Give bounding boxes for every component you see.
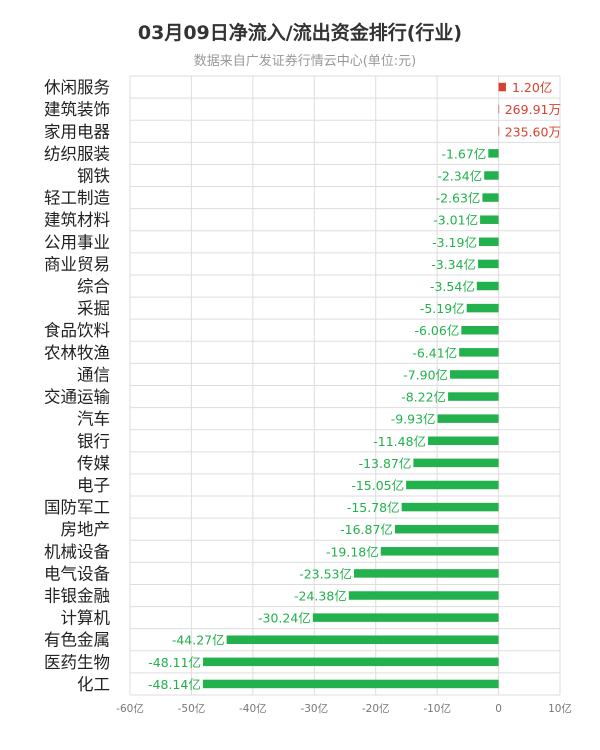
- bar: [476, 281, 499, 291]
- x-tick-label: -30亿: [300, 702, 328, 715]
- category-label: 有色金属: [44, 631, 110, 650]
- bar: [480, 215, 499, 224]
- data-label: -6.41亿: [412, 345, 457, 360]
- data-label: -30.24亿: [258, 611, 311, 626]
- bar: [478, 237, 499, 247]
- data-label: -7.90亿: [403, 367, 448, 382]
- data-label: -16.87亿: [340, 522, 393, 537]
- category-label: 传媒: [77, 454, 111, 473]
- x-tick-label: -40亿: [239, 702, 267, 715]
- bar: [450, 370, 499, 379]
- data-label: -48.11亿: [148, 655, 201, 670]
- category-label: 休闲服务: [44, 78, 110, 97]
- category-label: 商业贸易: [44, 255, 110, 274]
- data-label: -44.27亿: [172, 633, 225, 648]
- bar: [459, 348, 499, 357]
- data-label: 1.20亿: [512, 80, 552, 95]
- bar: [354, 569, 499, 578]
- category-label: 建筑材料: [44, 211, 110, 230]
- bar: [348, 591, 499, 600]
- data-label: -23.53亿: [299, 566, 352, 581]
- data-label: -3.01亿: [433, 213, 478, 228]
- bar: [226, 635, 499, 644]
- category-label: 非银金融: [44, 587, 110, 606]
- category-label: 建筑装饰: [44, 100, 110, 119]
- category-label: 机械设备: [44, 542, 111, 561]
- data-label: -5.19亿: [420, 301, 465, 316]
- data-label: -9.93亿: [391, 412, 436, 427]
- category-label: 汽车: [77, 410, 110, 429]
- category-label: 电气设备: [44, 564, 111, 583]
- bar: [202, 679, 499, 689]
- data-label: -2.63亿: [436, 191, 481, 206]
- data-label: -15.78亿: [347, 500, 400, 515]
- bar: [466, 303, 499, 313]
- data-label: -13.87亿: [359, 456, 412, 471]
- data-label: -15.05亿: [351, 478, 404, 493]
- bar: [413, 458, 499, 468]
- x-tick-label: -10亿: [423, 702, 451, 715]
- bar: [488, 149, 499, 158]
- category-label: 电子: [77, 476, 110, 495]
- category-label: 钢铁: [77, 166, 110, 185]
- chart-subtitle: 数据来自广发证券行情云中心(单位:元): [193, 54, 417, 69]
- category-label: 通信: [77, 365, 110, 384]
- category-label: 食品饮料: [44, 321, 110, 340]
- category-label: 家用电器: [44, 122, 111, 141]
- bar: [482, 193, 499, 202]
- category-label: 化工: [77, 675, 110, 694]
- category-label: 交通运输: [44, 388, 111, 407]
- bar: [406, 480, 499, 490]
- category-label: 银行: [77, 432, 110, 451]
- category-label: 采掘: [77, 299, 110, 318]
- bar: [203, 657, 499, 667]
- category-label: 纺织服装: [44, 144, 110, 163]
- category-label: 轻工制造: [44, 189, 111, 208]
- x-tick-label: -50亿: [178, 702, 206, 715]
- category-label: 国防军工: [44, 498, 110, 517]
- bar: [437, 414, 499, 423]
- data-label: -3.34亿: [431, 257, 476, 272]
- data-label: 235.60万: [505, 124, 561, 139]
- bar: [478, 259, 499, 269]
- bar: [498, 127, 500, 136]
- data-label: -1.67亿: [441, 146, 486, 161]
- chart-title: 03月09日净流入/流出资金排行(行业): [137, 22, 463, 44]
- data-label: -19.18亿: [326, 544, 379, 559]
- data-label: -11.48亿: [373, 434, 426, 449]
- bar: [380, 547, 499, 556]
- bar: [498, 104, 500, 114]
- data-label: -2.34亿: [437, 168, 482, 183]
- data-label: -48.14亿: [148, 677, 201, 692]
- data-label: -24.38亿: [294, 589, 347, 604]
- bar: [498, 82, 506, 92]
- category-label: 农林牧渔: [44, 343, 110, 362]
- category-label: 计算机: [61, 609, 111, 628]
- bar: [428, 436, 499, 446]
- category-label: 综合: [77, 277, 110, 296]
- category-label: 公用事业: [44, 233, 110, 252]
- bar: [461, 325, 499, 335]
- category-label: 房地产: [61, 520, 111, 539]
- data-label: -3.19亿: [432, 235, 477, 250]
- data-label: 269.91万: [505, 102, 561, 117]
- data-label: -3.54亿: [430, 279, 475, 294]
- bar: [394, 524, 499, 534]
- x-tick-label: -20亿: [362, 702, 390, 715]
- x-tick-label: 10亿: [548, 702, 572, 715]
- x-tick-label: -60亿: [116, 702, 144, 715]
- bar: [312, 613, 499, 622]
- category-label: 医药生物: [44, 653, 110, 672]
- bar: [448, 392, 499, 401]
- bar: [401, 502, 499, 512]
- data-label: -8.22亿: [401, 390, 446, 405]
- bar: [484, 171, 499, 180]
- data-label: -6.06亿: [415, 323, 460, 338]
- x-tick-label: 0: [495, 703, 502, 715]
